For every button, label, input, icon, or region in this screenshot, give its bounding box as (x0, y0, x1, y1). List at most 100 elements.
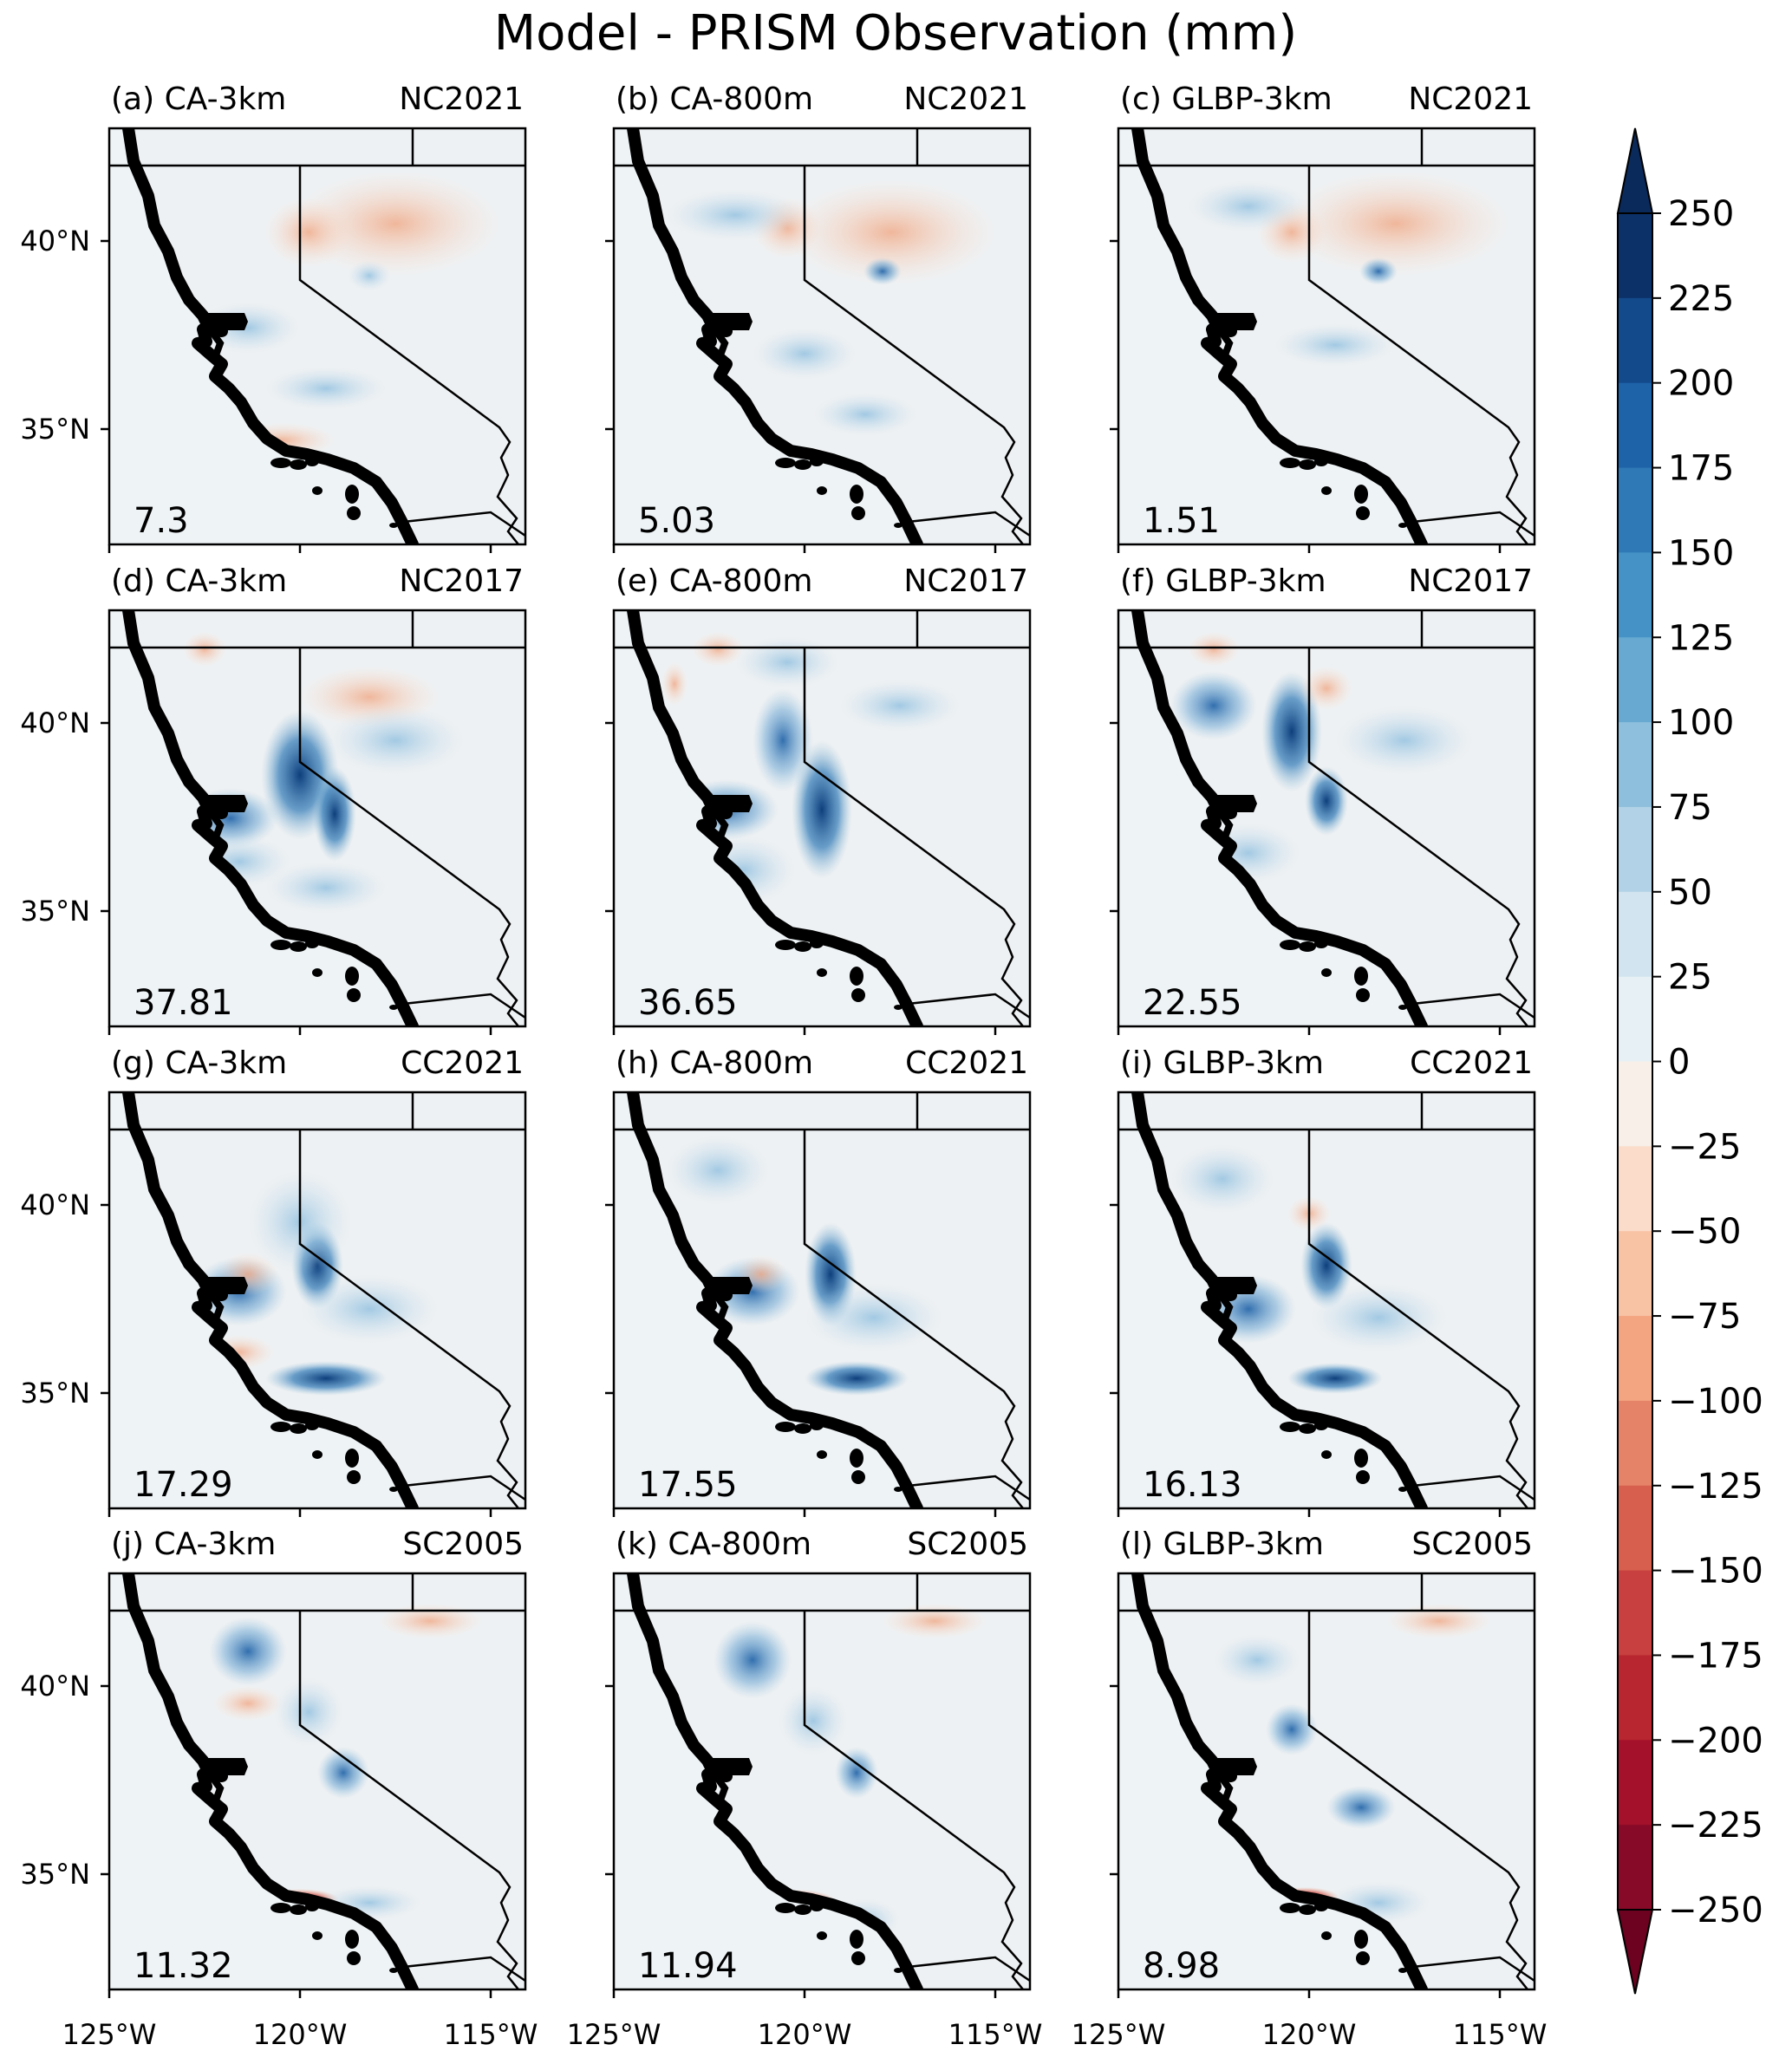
panel-case: SC2005 (1411, 1527, 1533, 1562)
anomaly-blob (813, 393, 917, 436)
colorbar-tick-label: −250 (1668, 1891, 1763, 1931)
x-tick-label: 125°W (1072, 2018, 1166, 2051)
colorbar-tick-label: 50 (1668, 873, 1712, 913)
panel-stat-value: 37.81 (134, 983, 233, 1023)
colorbar-segment (1618, 297, 1652, 384)
anomaly-blob (265, 367, 387, 410)
anomaly-blob (805, 1361, 909, 1396)
colorbar-tick-label: 250 (1668, 194, 1734, 234)
panel-label: (c) GLBP-3km (1120, 81, 1333, 117)
colorbar-tick-label: −25 (1668, 1127, 1741, 1167)
panel-case: CC2021 (1410, 1045, 1533, 1081)
colorbar-tick-label: 225 (1668, 279, 1734, 319)
panel-stat-value: 5.03 (638, 501, 715, 541)
anomaly-blob (714, 1621, 792, 1699)
panel-label: (g) CA-3km (111, 1045, 287, 1081)
anomaly-field (183, 632, 465, 914)
anomaly-blob (1287, 1363, 1383, 1394)
map-panel: (i) GLBP-3km CC2021 16.13 (1110, 1045, 1536, 1517)
anomaly-blob (1214, 1634, 1300, 1686)
anomaly-blob (863, 257, 902, 285)
anomaly-blob (883, 1604, 987, 1638)
panel-stat-value: 17.55 (638, 1465, 738, 1505)
colorbar-extend-top (1616, 127, 1654, 214)
anomaly-blob (1188, 632, 1240, 667)
map-panel: (c) GLBP-3km NC2021 1.51 (1110, 81, 1536, 553)
panel-stat-value: 8.98 (1143, 1946, 1220, 1986)
colorbar-tick-label: 150 (1668, 533, 1734, 573)
panel-stat-value: 11.32 (134, 1946, 233, 1986)
x-tick-label: 115°W (1453, 2018, 1548, 2051)
panel-stat-value: 22.55 (1143, 983, 1242, 1023)
map-panel: (j) CA-3km SC2005 11.32 40°N 35°N (20, 1527, 527, 1998)
panel-frame (612, 609, 1032, 1028)
colorbar-segment (1618, 1061, 1652, 1147)
anomaly-field (666, 1136, 943, 1396)
anomaly-blob (1266, 1703, 1318, 1755)
anomaly-field (1188, 172, 1509, 367)
anomaly-blob (378, 1604, 482, 1638)
colorbar-segment (1618, 213, 1652, 299)
panel-label: (a) CA-3km (111, 81, 286, 117)
anomaly-blob (317, 1747, 369, 1799)
anomaly-blob (1305, 766, 1348, 836)
panel-frame (108, 1572, 527, 1991)
x-tick-label: 115°W (948, 2018, 1043, 2051)
panel-label: (k) CA-800m (616, 1527, 811, 1562)
anomaly-blob (779, 1686, 848, 1755)
panel-label: (e) CA-800m (616, 563, 812, 599)
x-tick-label: 115°W (444, 2018, 538, 2051)
panel-label: (i) GLBP-3km (1120, 1045, 1324, 1081)
colorbar-segment (1618, 722, 1652, 808)
colorbar-tick-label: −75 (1668, 1297, 1741, 1337)
anomaly-blob (1326, 1786, 1396, 1829)
colorbar-segment (1618, 637, 1652, 723)
panel-case: NC2021 (903, 81, 1028, 117)
panel-label: (h) CA-800m (616, 1045, 813, 1081)
panel-grid: (a) CA-3km NC2021 7.3 40°N 35°N (b) CA-800m NC… (20, 81, 1536, 1998)
x-tick-label: 120°W (758, 2018, 852, 2051)
anomaly-blob (274, 1677, 343, 1747)
panel-frame (108, 1091, 527, 1510)
colorbar-segment (1618, 467, 1652, 553)
map-panel: (d) CA-3km NC2017 37.81 40°N 35°N (20, 563, 527, 1035)
panel-frame (612, 1572, 1032, 1991)
panel-case: CC2021 (401, 1045, 524, 1081)
colorbar-tick-label: 100 (1668, 703, 1734, 743)
colorbar-segment (1618, 382, 1652, 469)
panel-label: (f) GLBP-3km (1120, 563, 1326, 599)
colorbar-tick-label: 0 (1668, 1043, 1690, 1083)
colorbar-segment (1618, 1570, 1652, 1657)
anomaly-blob (1300, 667, 1352, 710)
anomaly-blob (1170, 1144, 1274, 1214)
colorbar-segment (1618, 891, 1652, 978)
map-panel: (k) CA-800m SC2005 11.94 (605, 1527, 1032, 1998)
colorbar-segment (1618, 1825, 1652, 1911)
colorbar-segment (1618, 1231, 1652, 1317)
anomaly-blob (1274, 323, 1396, 367)
colorbar-segment (1618, 1740, 1652, 1826)
panel-frame (108, 127, 527, 546)
panel-case: NC2017 (903, 563, 1028, 599)
colorbar-tick-label: −225 (1668, 1806, 1763, 1846)
colorbar-tick-label: −200 (1668, 1721, 1763, 1761)
anomaly-blob (265, 198, 352, 267)
panel-stat-value: 1.51 (1143, 501, 1220, 541)
panel-stat-value: 16.13 (1143, 1465, 1242, 1505)
panel-case: SC2005 (402, 1527, 524, 1562)
map-panel: (g) CA-3km CC2021 17.29 40°N 35°N (20, 1045, 527, 1517)
panel-frame (1117, 1572, 1536, 1991)
panel-frame (1117, 127, 1536, 546)
colorbar-segment (1618, 1400, 1652, 1487)
y-tick-label: 40°N (20, 1670, 90, 1703)
anomaly-blob (787, 180, 995, 284)
y-tick-label: 40°N (20, 706, 90, 739)
anomaly-blob (1188, 180, 1309, 232)
panel-frame (612, 127, 1032, 546)
y-tick-label: 35°N (20, 1377, 90, 1410)
panel-case: CC2021 (905, 1045, 1028, 1081)
anomaly-blob (1335, 706, 1474, 775)
anomaly-blob (1359, 257, 1398, 285)
anomaly-field (209, 1604, 482, 1920)
anomaly-blob (661, 662, 687, 706)
